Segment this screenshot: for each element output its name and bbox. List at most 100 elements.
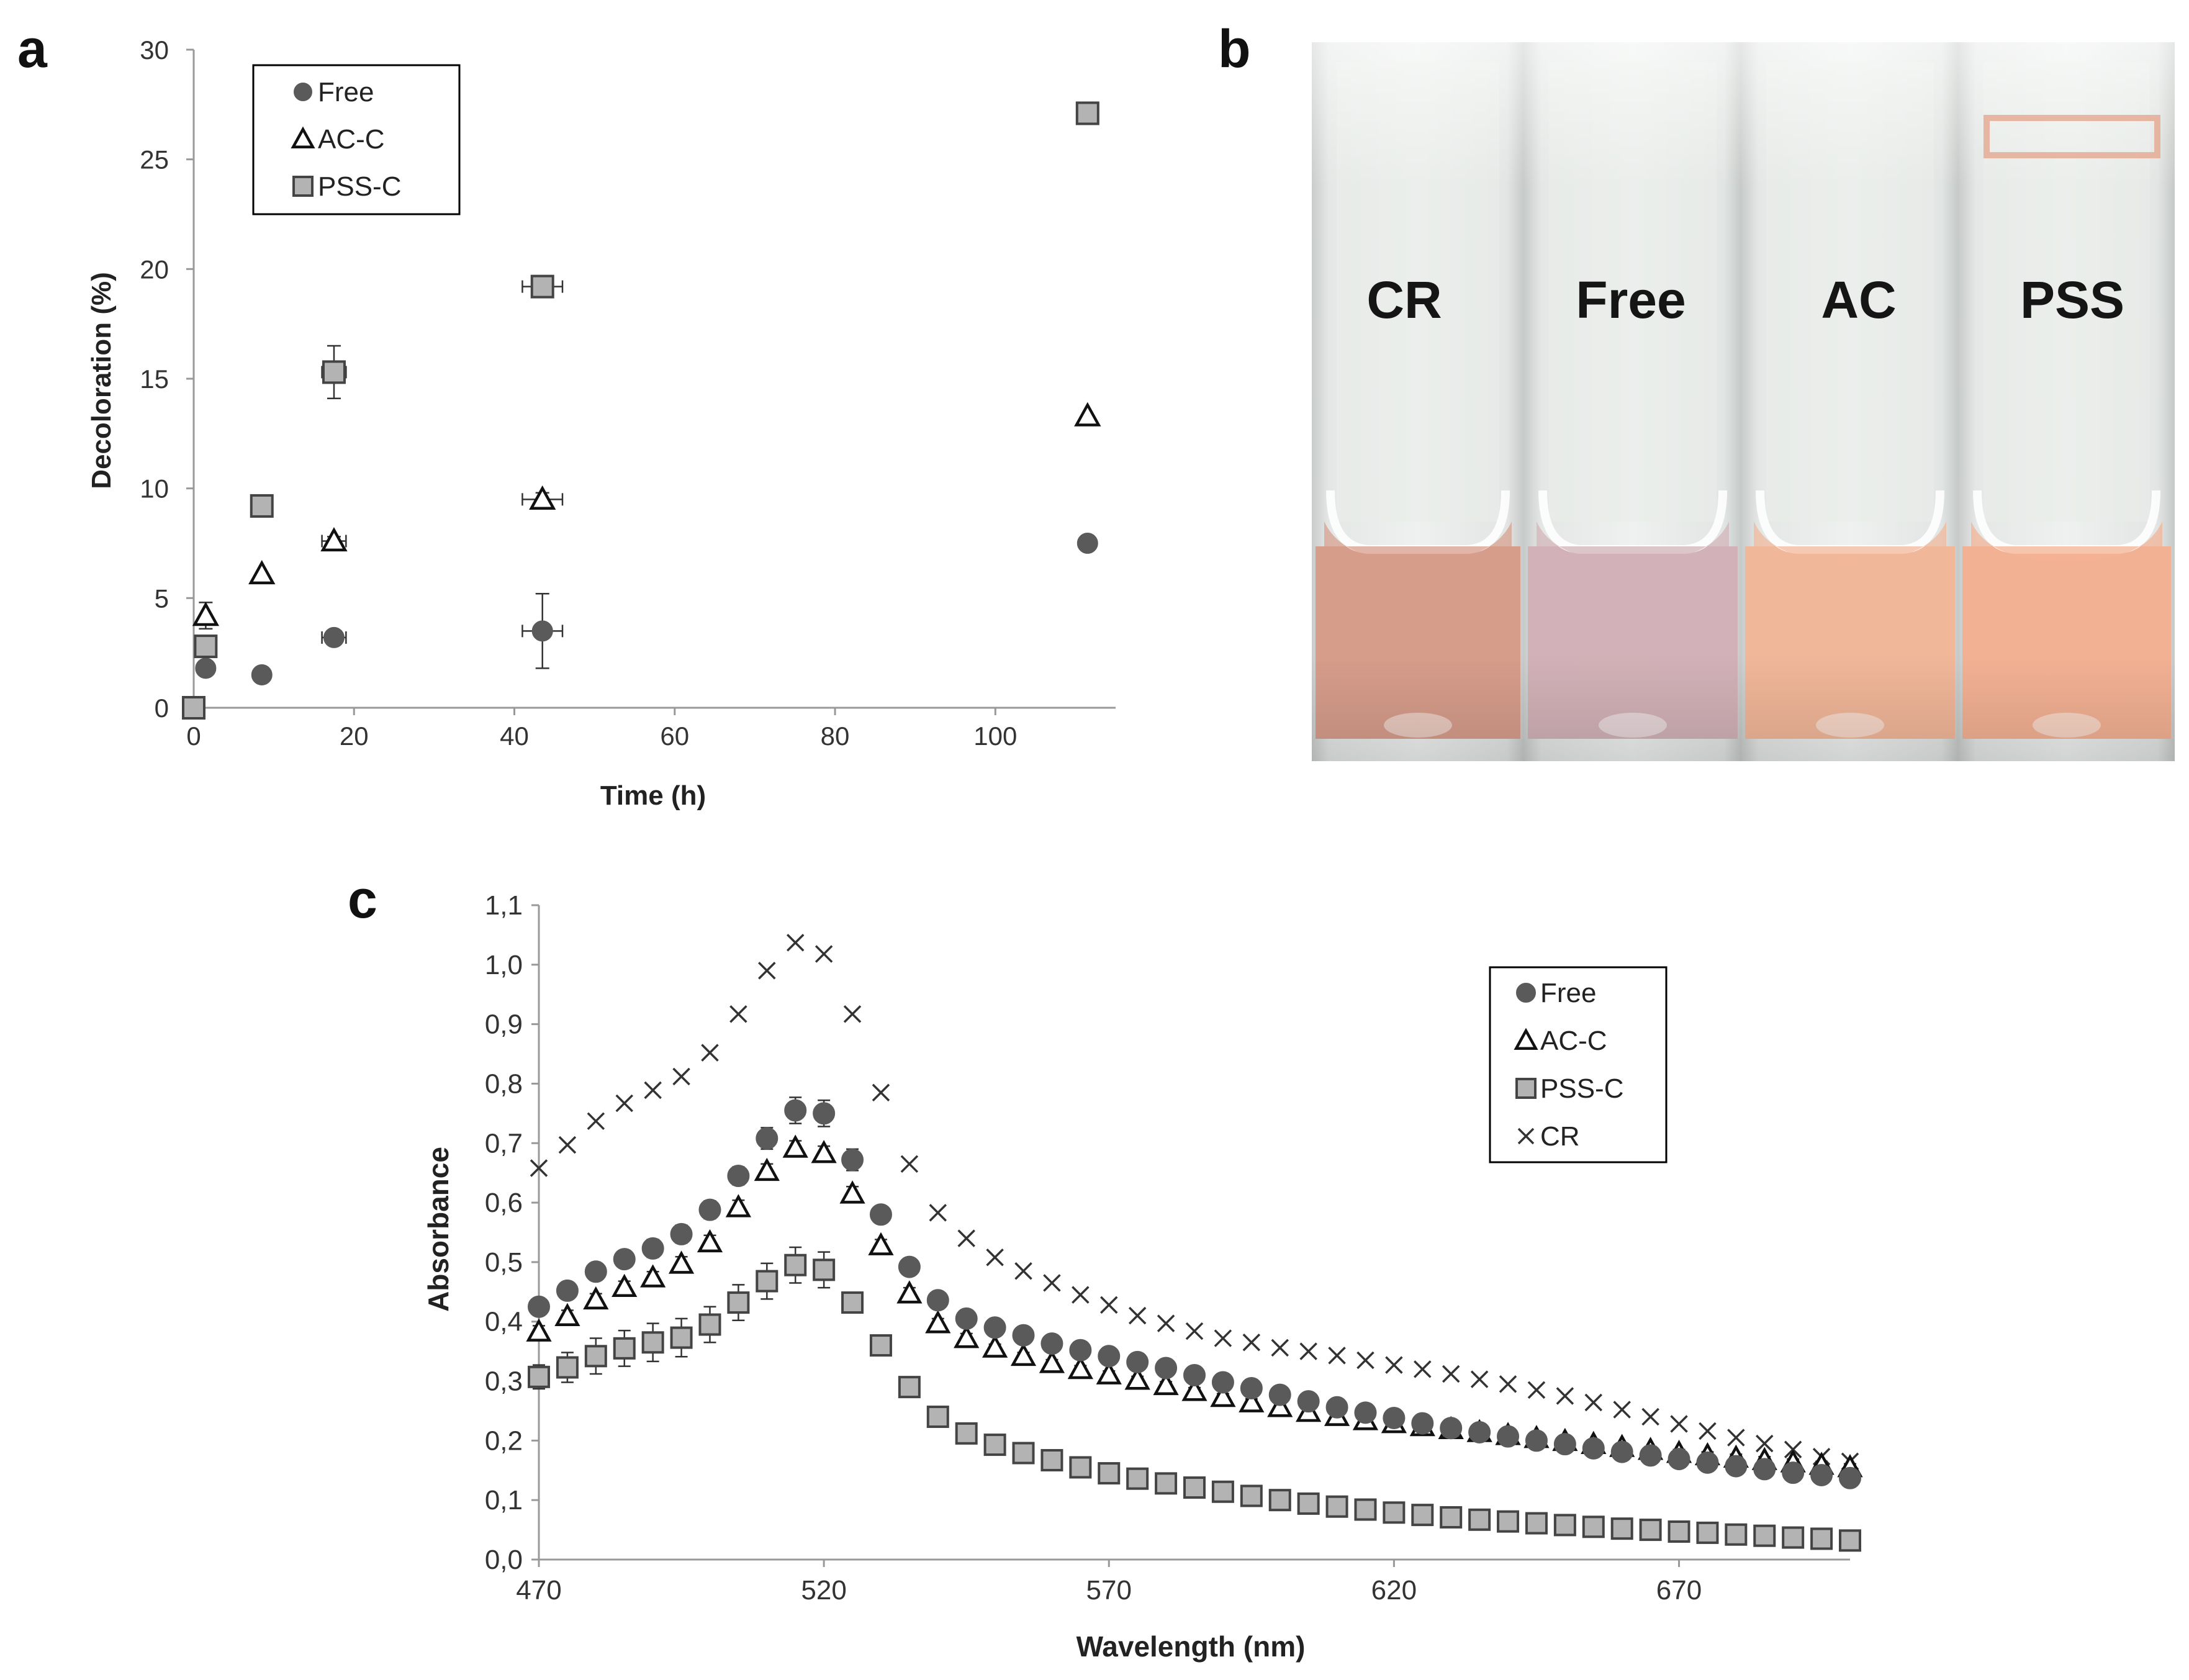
pssc-point: [1240, 1484, 1263, 1507]
cr-point: [587, 1112, 605, 1131]
cr-point: [1328, 1347, 1346, 1365]
cr-point: [1584, 1393, 1603, 1412]
pssc-point: [1211, 1480, 1234, 1503]
cr-point: [1442, 1365, 1460, 1383]
acc-point: [1210, 1383, 1236, 1407]
pssc-point: [1810, 1527, 1833, 1550]
y-tick-label: 30: [140, 35, 169, 65]
pssc-point: [1782, 1526, 1805, 1549]
cr-point: [1556, 1387, 1574, 1405]
cr-point: [1185, 1322, 1204, 1340]
free-point: [813, 1102, 836, 1125]
y-tick-label: 0,7: [485, 1128, 523, 1158]
cuvettes: CR Free AC PSS: [1312, 42, 2175, 761]
pssc-point: [898, 1376, 921, 1399]
cr-point: [815, 945, 833, 963]
y-tick-label: 0,5: [485, 1247, 523, 1278]
pssc-point: [955, 1422, 978, 1445]
legend-square-icon: [1515, 1078, 1537, 1099]
cr-point: [786, 934, 805, 952]
pssc-point: [641, 1331, 664, 1354]
acc-point: [868, 1232, 894, 1255]
cr-point: [1670, 1415, 1688, 1433]
pssc-point: [584, 1345, 607, 1368]
free-point: [1440, 1417, 1463, 1440]
legend: Free AC-C PSS-C: [252, 64, 461, 215]
cr-point: [644, 1081, 662, 1100]
y-tick-label: 1,0: [485, 950, 523, 980]
pssc-point: [1040, 1448, 1063, 1471]
legend-label: AC-C: [318, 124, 385, 155]
y-tick-label: 0,8: [485, 1068, 523, 1099]
free-point: [1012, 1324, 1035, 1347]
y-tick-label: 15: [140, 364, 169, 394]
free-point: [1411, 1412, 1434, 1435]
cr-point: [729, 1005, 747, 1023]
x-tick-label: 570: [1086, 1575, 1132, 1605]
pssc-point: [841, 1291, 864, 1314]
acc-point: [896, 1280, 923, 1304]
cr-point: [900, 1155, 919, 1173]
legend-circle-icon: [294, 83, 312, 101]
cr-point: [758, 962, 776, 980]
acc-point: [1239, 1389, 1265, 1412]
free-point: [1753, 1458, 1776, 1481]
pssc-point: [1183, 1476, 1206, 1499]
acc-point: [1039, 1350, 1065, 1373]
pssc-point: [1325, 1495, 1348, 1518]
cr-point: [672, 1067, 690, 1086]
pssc-point: [670, 1326, 693, 1349]
acc-point: [954, 1325, 980, 1348]
free-point: [1525, 1429, 1548, 1452]
pssc-point: [250, 494, 274, 518]
free-point: [1297, 1390, 1320, 1413]
cr-point: [530, 1159, 548, 1177]
y-tick-label: 0,4: [485, 1307, 523, 1337]
free-point: [1076, 533, 1098, 554]
free-point: [1582, 1437, 1605, 1460]
legend-label: AC-C: [1540, 1026, 1607, 1056]
y-tick-label: 0,3: [485, 1366, 523, 1397]
y-tick-label: 25: [140, 145, 169, 174]
cr-point: [1756, 1434, 1774, 1453]
acc-point: [754, 1157, 780, 1181]
legend-cross-icon: [1517, 1127, 1535, 1145]
acc-point: [1067, 1355, 1093, 1380]
pssc-point: [1696, 1521, 1719, 1544]
x-tick-label: 20: [340, 721, 369, 751]
legend-label: Free: [318, 77, 374, 107]
cr-point: [1641, 1407, 1659, 1426]
free-point: [1668, 1448, 1690, 1471]
pssc-point: [1497, 1510, 1520, 1533]
free-point: [1383, 1406, 1406, 1429]
pssc-point: [926, 1406, 949, 1429]
x-tick-label: 670: [1656, 1575, 1702, 1605]
data-points: [526, 934, 1863, 1552]
y-axis-title: Absorbance: [422, 1147, 454, 1312]
cr-point: [1699, 1422, 1717, 1440]
cuvette-cap-band: [1984, 115, 2160, 158]
free-point: [528, 1295, 550, 1318]
y-tick-label: 0,0: [485, 1545, 523, 1575]
free-point: [926, 1289, 949, 1312]
free-point: [1696, 1451, 1719, 1474]
legend-triangle-icon: [291, 126, 315, 148]
legend: Free AC-C PSS-C CR: [1489, 966, 1668, 1163]
cr-point: [1100, 1296, 1118, 1314]
cr-point: [558, 1136, 577, 1154]
cr-point: [1356, 1351, 1374, 1370]
free-point: [1782, 1461, 1805, 1484]
acc-point: [982, 1334, 1008, 1358]
y-tick-label: 5: [155, 584, 169, 613]
pssc-point: [528, 1365, 550, 1388]
acc-point: [640, 1264, 666, 1288]
pssc-point: [1839, 1529, 1861, 1552]
free-point: [1211, 1371, 1234, 1394]
free-point: [1268, 1383, 1291, 1406]
cr-point: [872, 1083, 890, 1102]
cuvette-shading: [1959, 42, 2175, 761]
cr-point: [615, 1094, 633, 1113]
free-point: [727, 1164, 750, 1187]
legend-label: PSS-C: [318, 171, 401, 202]
free-point: [1354, 1401, 1377, 1424]
